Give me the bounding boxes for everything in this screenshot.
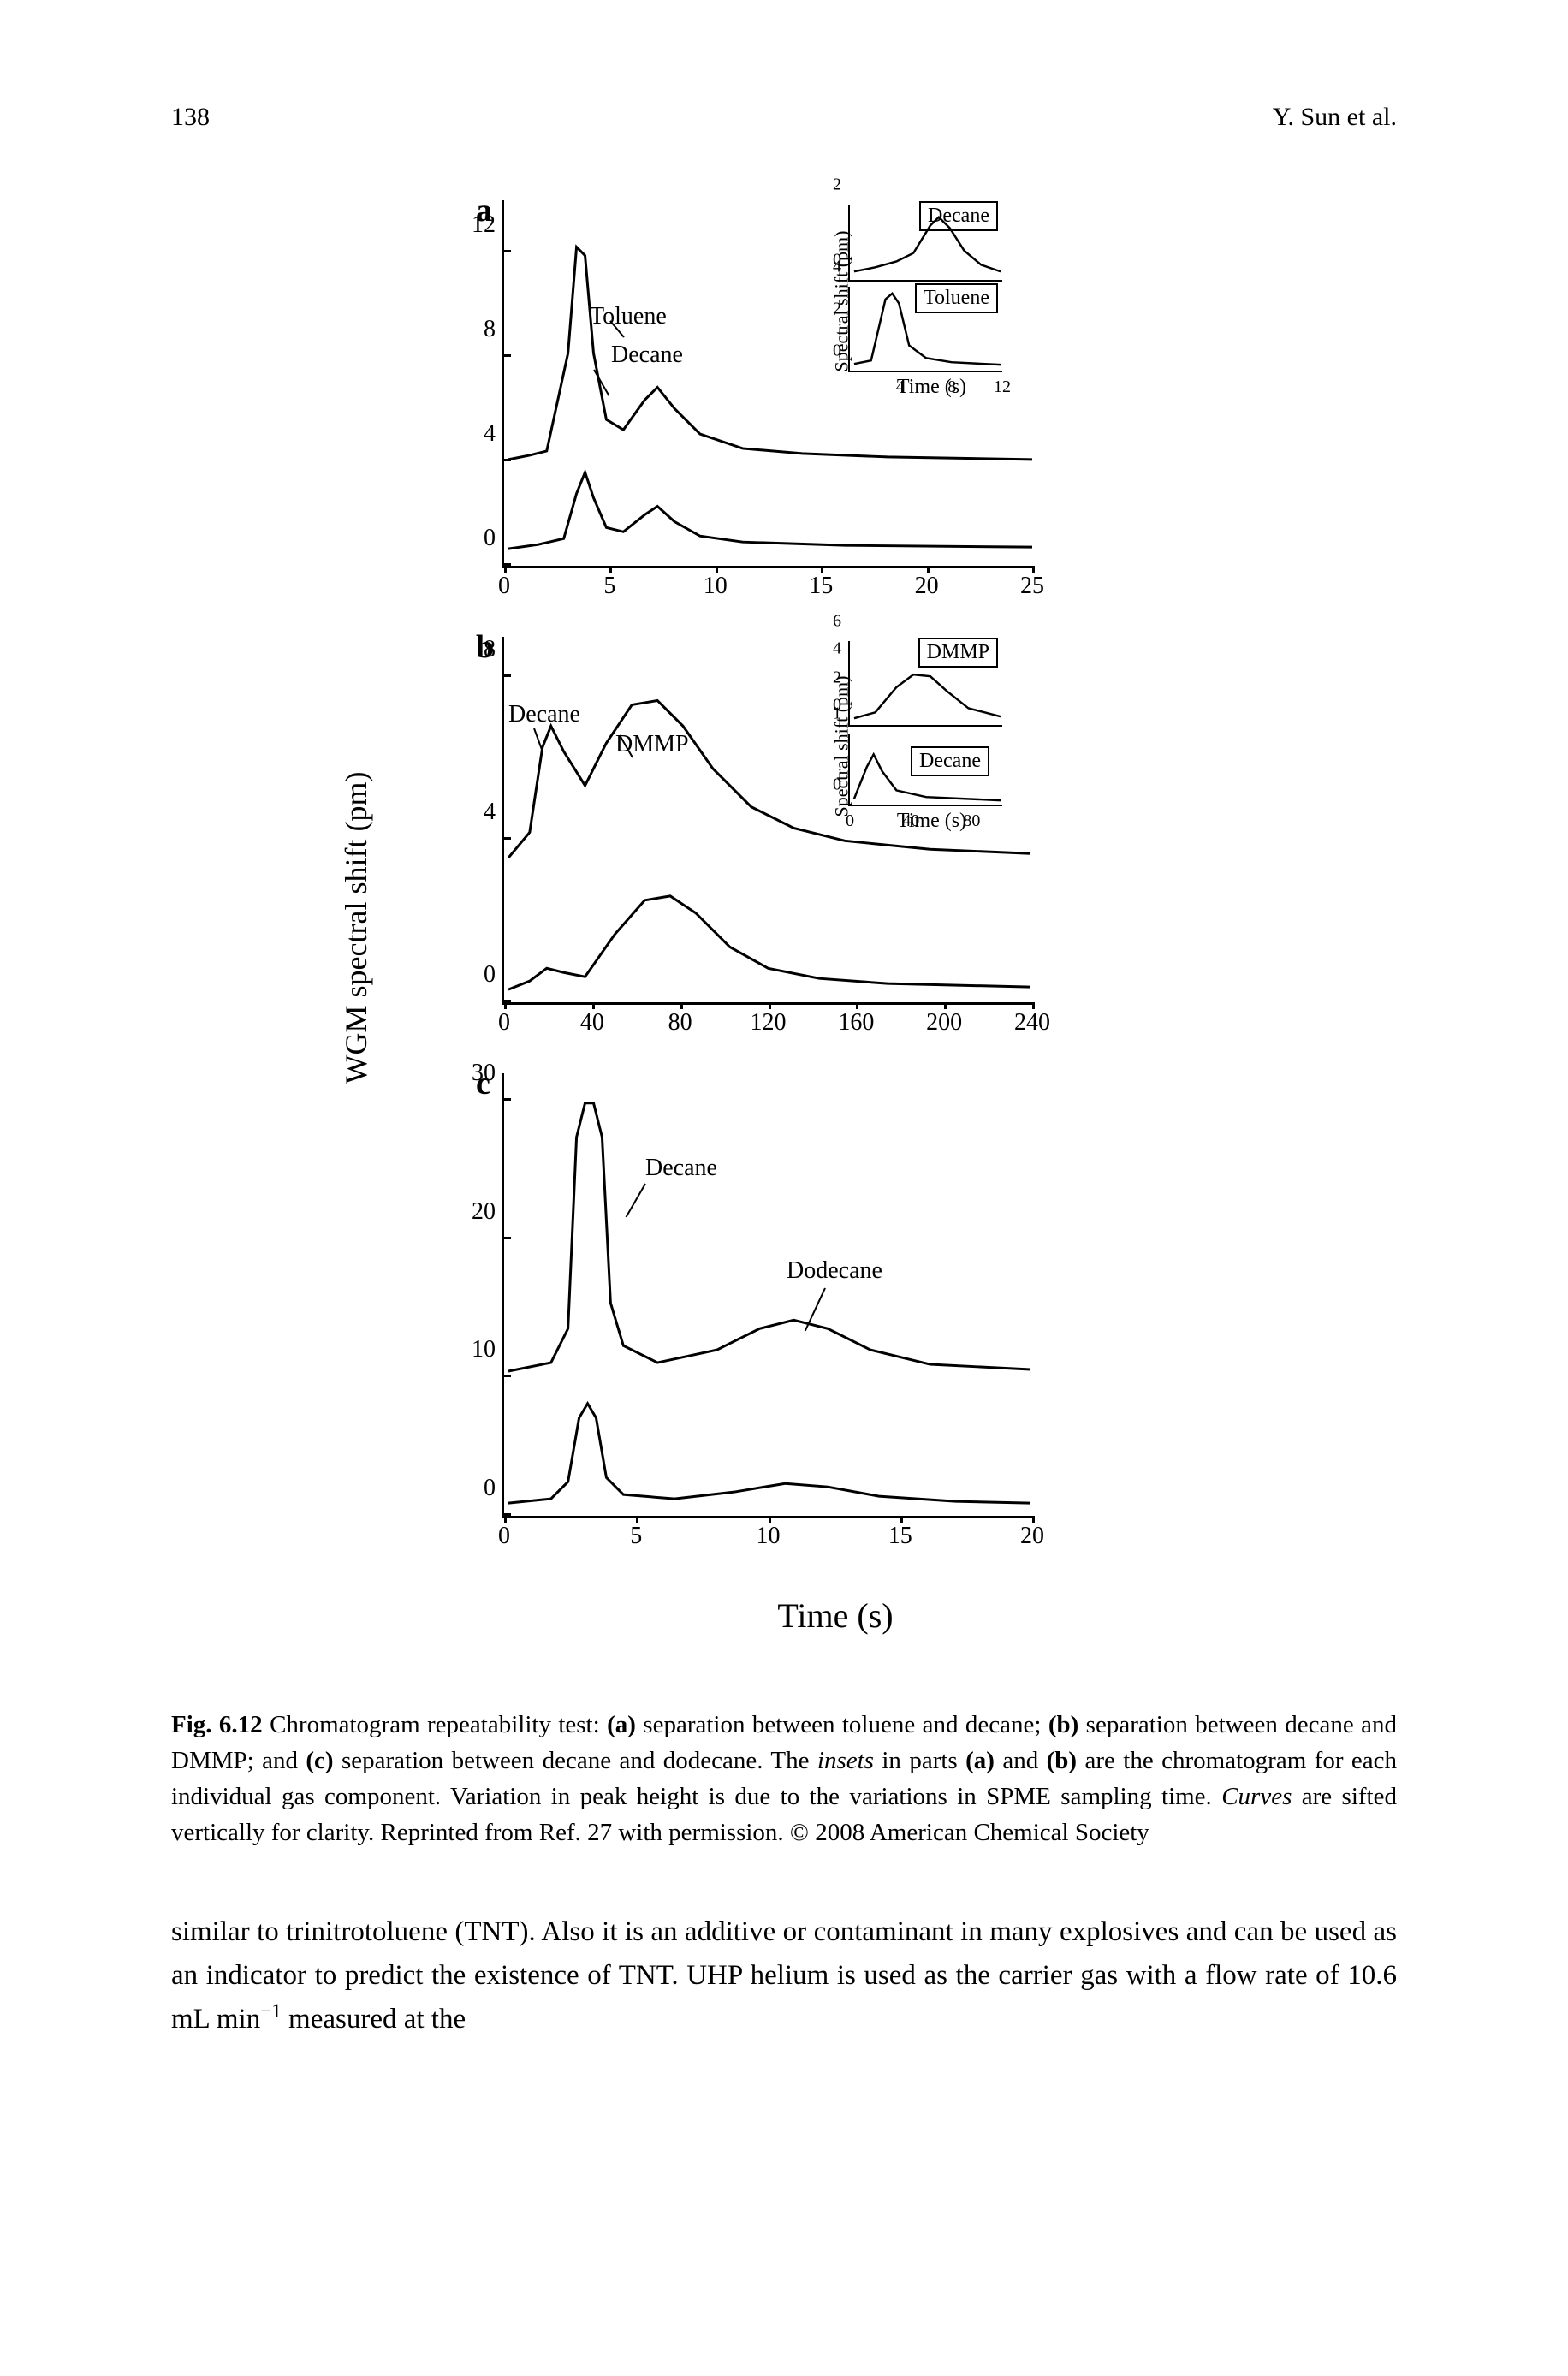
panel-c: c 0 10 20 30 0 5 10 15 20 Decane <box>502 1073 1169 1553</box>
caption-fig-label: Fig. 6.12 <box>171 1711 263 1738</box>
annotation-decane: Decane <box>611 342 683 369</box>
tick: 4 <box>833 258 841 277</box>
tick: 120 <box>751 1009 787 1037</box>
tick: 0 <box>498 573 510 600</box>
y-axis-label: WGM spectral shift (pm) <box>338 772 374 1084</box>
tick: 0 <box>484 1475 496 1502</box>
tick: 80 <box>963 811 980 831</box>
tick: 2 <box>833 668 841 687</box>
inset-curve <box>850 734 1002 805</box>
tick: 15 <box>809 573 833 600</box>
page-number: 138 <box>171 103 210 132</box>
panel-b: b 0 4 8 0 40 80 120 160 200 240 D <box>502 637 1169 1048</box>
tick: 200 <box>926 1009 962 1037</box>
annotation-decane: Decane <box>508 701 580 728</box>
tick: 2 <box>833 300 841 319</box>
tick: 8 <box>947 377 956 397</box>
inset-a-decane: Spectral shift (pm) 0 2 Decane 0 <box>823 205 1015 399</box>
tick: 0 <box>833 342 841 361</box>
annotation-toluene: Toluene <box>590 303 667 330</box>
inset-curve <box>850 641 1002 725</box>
inset-curve <box>850 287 1002 371</box>
tick: 10 <box>472 1336 496 1363</box>
tick: 0 <box>484 525 496 552</box>
tick: 12 <box>994 377 1011 397</box>
figure-container: WGM spectral shift (pm) a 0 4 8 12 0 5 1… <box>171 200 1397 1655</box>
tick: 20 <box>1020 1523 1044 1550</box>
tick: 20 <box>472 1198 496 1226</box>
header-author: Y. Sun et al. <box>1273 103 1397 132</box>
tick: 25 <box>1020 573 1044 600</box>
figure: WGM spectral shift (pm) a 0 4 8 12 0 5 1… <box>390 200 1178 1655</box>
tick: 160 <box>838 1009 874 1037</box>
body-paragraph: similar to trinitrotoluene (TNT). Also i… <box>171 1910 1397 2041</box>
tick: 240 <box>1014 1009 1050 1037</box>
panel-a-chart: 0 4 8 12 0 5 10 15 20 25 <box>502 200 1032 568</box>
tick: 8 <box>484 316 496 343</box>
tick: 8 <box>484 636 496 663</box>
tick: 0 <box>498 1523 510 1550</box>
tick: 5 <box>603 573 615 600</box>
tick: 5 <box>630 1523 642 1550</box>
panel-c-chart: 0 10 20 30 0 5 10 15 20 Decane Dodecane <box>502 1073 1032 1518</box>
panel-c-curves <box>504 1073 1032 1516</box>
annotation-dodecane: Dodecane <box>787 1257 882 1285</box>
tick: 10 <box>757 1523 781 1550</box>
tick: 15 <box>888 1523 912 1550</box>
tick: 0 <box>498 1009 510 1037</box>
page-header: 138 Y. Sun et al. <box>171 103 1397 132</box>
panels: a 0 4 8 12 0 5 10 15 20 25 <box>502 200 1169 1636</box>
annotation-decane: Decane <box>645 1155 717 1182</box>
figure-caption: Fig. 6.12 Chromatogram repeatability tes… <box>171 1707 1397 1850</box>
tick: 80 <box>668 1009 692 1037</box>
tick: 40 <box>902 811 919 831</box>
tick: 4 <box>896 377 905 397</box>
inset-xlabel: Time (s) <box>848 810 1015 833</box>
panel-b-chart: 0 4 8 0 40 80 120 160 200 240 Decane DMM… <box>502 637 1032 1005</box>
tick: 4 <box>833 639 841 659</box>
tick: 6 <box>833 612 841 632</box>
tick: 40 <box>580 1009 604 1037</box>
tick: 0 <box>484 961 496 989</box>
tick: 0 <box>846 811 854 831</box>
tick: 30 <box>472 1060 496 1087</box>
x-axis-label: Time (s) <box>502 1595 1169 1636</box>
tick: 4 <box>484 420 496 448</box>
panel-a: a 0 4 8 12 0 5 10 15 20 25 <box>502 200 1169 611</box>
tick: 1 <box>833 704 841 724</box>
inset-xlabel: Time (s) <box>848 376 1015 399</box>
tick: 4 <box>484 799 496 826</box>
inset-b-dmmp: Spectral shift (pm) 0 2 4 6 DMMP <box>823 641 1015 833</box>
tick: 0 <box>833 775 841 795</box>
inset-curve <box>850 205 1002 280</box>
tick: 12 <box>472 211 496 239</box>
tick: 10 <box>704 573 728 600</box>
tick: 2 <box>833 175 841 195</box>
tick: 20 <box>915 573 939 600</box>
